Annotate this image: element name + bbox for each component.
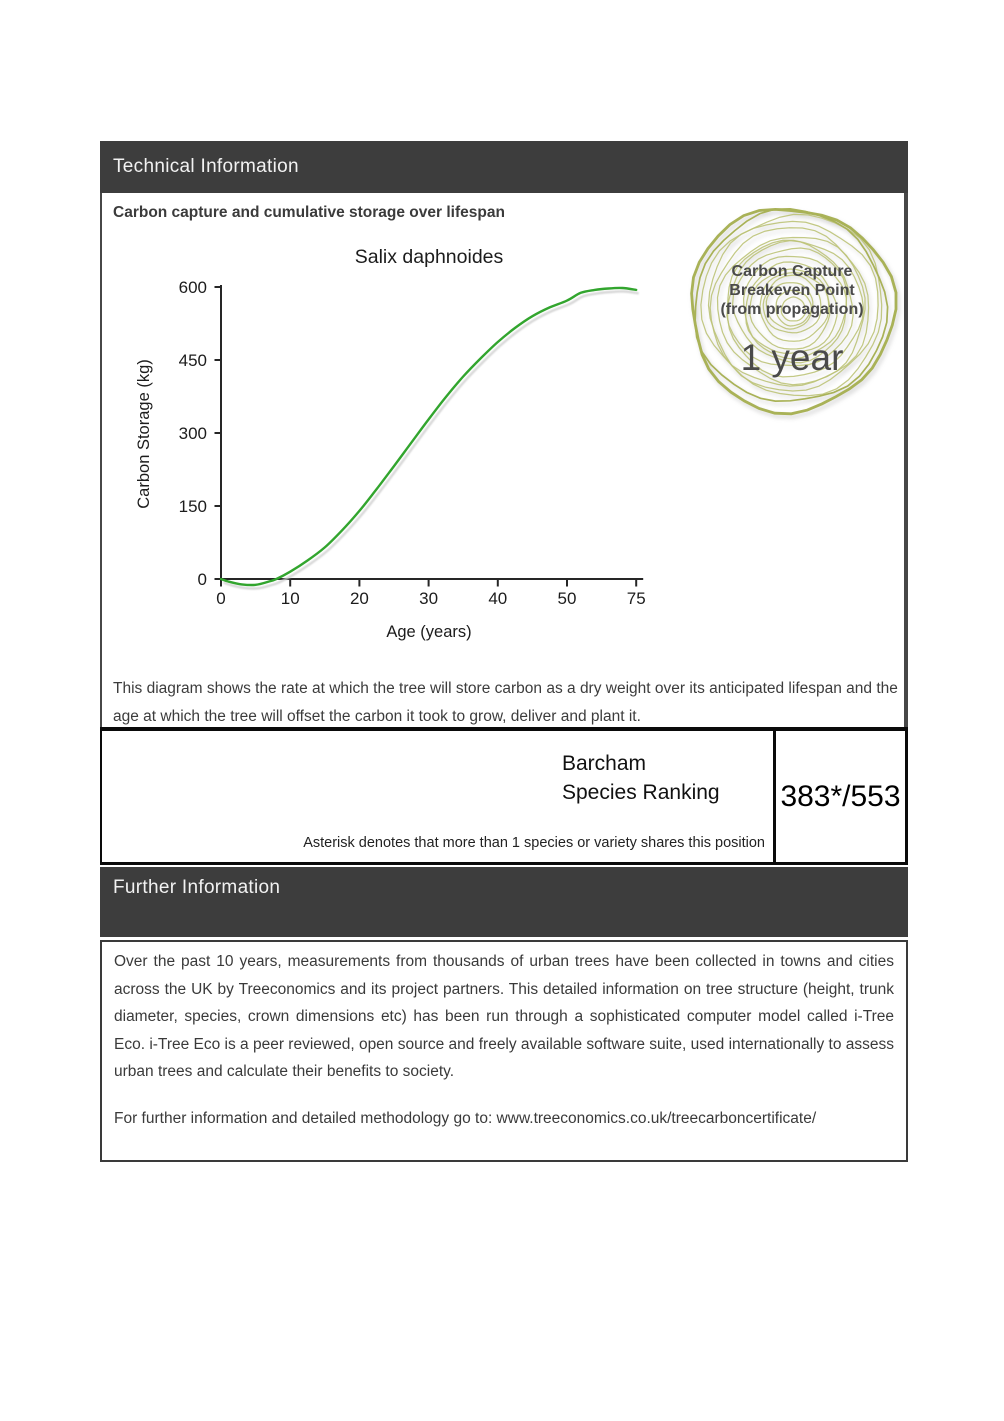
tree-ring — [690, 207, 898, 416]
badge-line-2: Breakeven Point — [729, 282, 855, 299]
certificate-body: Technical Information Carbon capture and… — [100, 141, 908, 1162]
tree-ring — [762, 274, 822, 334]
technical-information-title: Technical Information — [113, 156, 299, 177]
ranking-label: Species Ranking — [562, 781, 720, 804]
y-tick-label: 300 — [179, 424, 207, 443]
y-tick-label: 450 — [179, 351, 207, 370]
ranking-title: Barcham Species Ranking — [562, 749, 720, 807]
carbon-storage-curve — [219, 286, 638, 587]
tree-ring — [745, 261, 838, 354]
chart-title: Salix daphnoides — [355, 246, 504, 268]
x-tick-label: 50 — [558, 589, 577, 608]
carbon-storage-chart: 0 10 20 30 40 50 75 0 150 300 450 600 Salix daphnoid… — [135, 246, 646, 641]
ranking-org: Barcham — [562, 752, 647, 775]
further-paragraph: Over the past 10 years, measurements fro… — [114, 953, 895, 1080]
tree-ring — [709, 227, 870, 387]
x-tick-label: 0 — [216, 589, 225, 608]
breakeven-badge-text: Carbon Capture Breakeven Point (from pro… — [684, 262, 900, 319]
chart-section-heading: Carbon capture and cumulative storage ov… — [113, 204, 505, 221]
chart-description: This diagram shows the rate at which the… — [113, 680, 898, 725]
breakeven-value: 1 year — [740, 337, 844, 378]
y-tick-label: 0 — [198, 570, 207, 589]
x-tick-label: 40 — [488, 589, 507, 608]
tree-ring — [731, 247, 848, 364]
tree-ring — [749, 268, 831, 350]
technical-information-header: Technical Information — [100, 141, 908, 193]
x-axis-title: Age (years) — [386, 623, 471, 641]
ranking-note: Asterisk denotes that more than 1 specie… — [303, 835, 765, 851]
breakeven-badge: Carbon Capture Breakeven Point (from pro… — [684, 200, 900, 416]
y-tick-label: 150 — [179, 497, 207, 516]
ranking-value: 383*/553 — [780, 779, 901, 813]
tree-ring — [742, 255, 848, 360]
ranking-left-cell: Barcham Species Ranking Asterisk denotes… — [102, 731, 776, 862]
chart-panel: Carbon capture and cumulative storage ov… — [100, 193, 908, 727]
further-information-box: Over the past 10 years, measurements fro… — [100, 940, 908, 1162]
tree-ring — [759, 271, 830, 342]
x-tick-label: 10 — [281, 589, 300, 608]
curve-shadow — [223, 290, 639, 590]
tree-ring — [694, 207, 889, 402]
y-axis-title: Carbon Storage (kg) — [135, 359, 153, 509]
tree-ring — [775, 289, 813, 327]
x-tick-label: 20 — [350, 589, 369, 608]
tree-ring — [726, 239, 865, 378]
methodology-link-line: For further information and detailed met… — [114, 1109, 817, 1127]
badge-line-3: (from propagation) — [720, 301, 864, 318]
y-tick-label: 600 — [179, 278, 207, 297]
x-tick-label: 30 — [419, 589, 438, 608]
tree-ring — [707, 220, 879, 392]
further-information-header: Further Information — [100, 867, 908, 937]
tree-ring — [780, 296, 807, 322]
species-ranking-box: Barcham Species Ranking Asterisk denotes… — [100, 727, 908, 865]
badge-line-1: Carbon Capture — [731, 263, 853, 280]
tree-ring — [765, 282, 814, 330]
further-information-title: Further Information — [113, 877, 281, 898]
tree-rings-illustration — [690, 207, 898, 416]
x-tick-label: 75 — [627, 589, 646, 608]
